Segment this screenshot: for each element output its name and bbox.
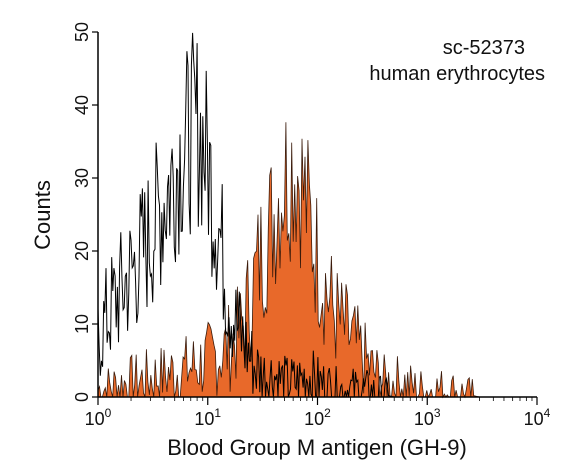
y-tick-label: 40 <box>72 95 92 115</box>
y-tick-label: 30 <box>72 168 92 188</box>
y-axis-title: Counts <box>30 180 55 250</box>
y-tick-label: 10 <box>72 314 92 334</box>
y-tick-label: 50 <box>72 22 92 42</box>
annotation-sample: human erythrocytes <box>369 63 545 85</box>
x-tick-label: 101 <box>194 406 221 429</box>
y-tick-label: 0 <box>72 392 92 402</box>
y-tick-label: 20 <box>72 241 92 261</box>
x-axis-title: Blood Group M antigen (GH-9) <box>167 435 467 460</box>
annotation-product-code: sc-52373 <box>443 37 525 59</box>
x-tick-label: 102 <box>304 406 331 429</box>
x-tick-label: 103 <box>414 406 441 429</box>
x-tick-label: 100 <box>85 406 112 429</box>
series-filled-histogram <box>97 122 480 399</box>
plot-area <box>97 32 480 399</box>
ticks: 0 10 20 30 40 50 100 101 102 103 104 <box>72 22 551 429</box>
x-tick-label: 104 <box>524 406 551 429</box>
series-outline-histogram <box>97 32 395 398</box>
